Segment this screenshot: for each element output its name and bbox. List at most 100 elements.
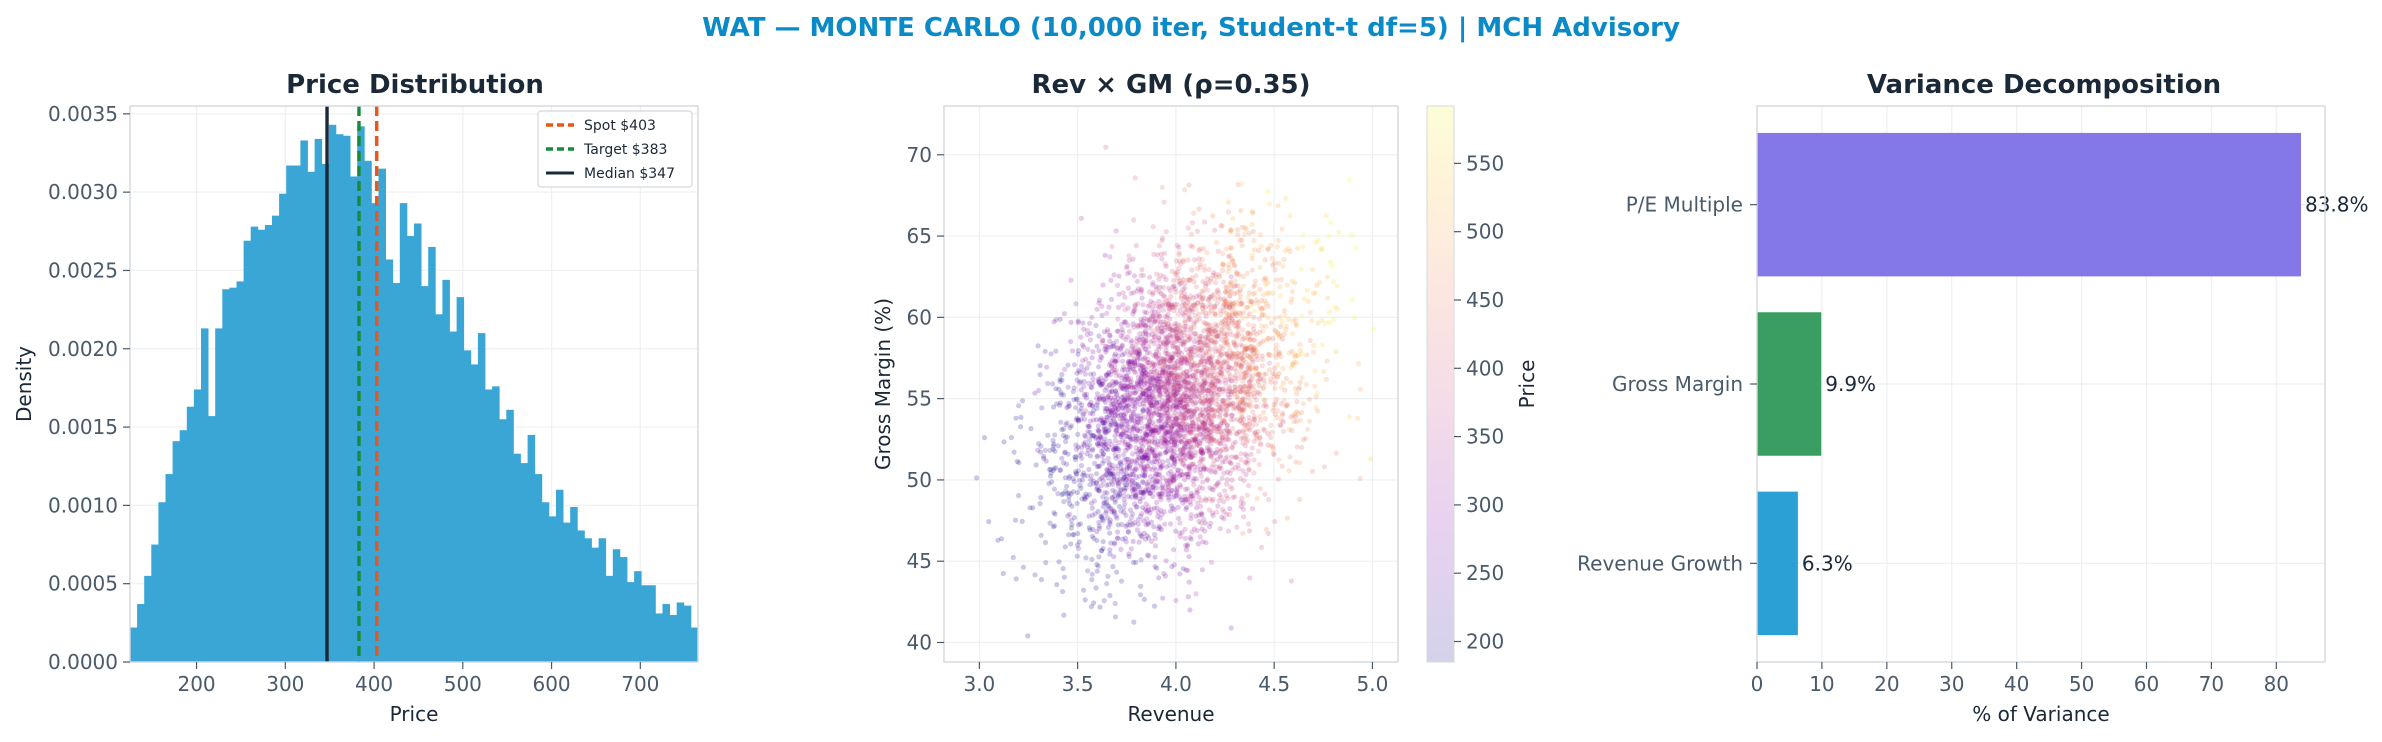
scatter-point	[1150, 450, 1156, 456]
scatter-point	[1256, 448, 1262, 454]
scatter-point	[1126, 253, 1132, 259]
scatter-point	[1186, 297, 1192, 303]
scatter-point	[1100, 446, 1106, 452]
scatter-point	[1200, 296, 1206, 302]
scatter-point	[1197, 339, 1203, 345]
scatter-point	[1222, 302, 1228, 308]
scatter-point	[1224, 477, 1230, 483]
scatter-point	[1121, 474, 1127, 480]
scatter-point	[1172, 366, 1178, 373]
scatter-point	[1215, 359, 1221, 365]
scatter-point	[1041, 453, 1047, 459]
scatter-point	[1242, 390, 1248, 396]
scatter-point	[1188, 330, 1195, 336]
scatter-point	[1084, 365, 1090, 371]
scatter-point	[1266, 291, 1272, 297]
scatter-point	[1113, 513, 1119, 519]
scatter-point	[1357, 475, 1363, 482]
scatter-point	[1109, 481, 1116, 487]
scatter-point	[1162, 261, 1168, 267]
scatter-point	[1165, 339, 1171, 345]
scatter-point	[1301, 436, 1307, 443]
scatter-point	[1274, 415, 1280, 421]
scatter-point	[1277, 293, 1283, 299]
scatter-point	[1262, 281, 1269, 288]
scatter-point	[1134, 457, 1140, 463]
scatter-point	[1166, 497, 1172, 503]
scatter-point	[1246, 345, 1253, 351]
scatter-point	[1170, 364, 1176, 371]
scatter-point	[1288, 414, 1294, 420]
scatter-point	[1176, 494, 1182, 500]
scatter-point	[1122, 476, 1128, 483]
scatter-point	[1112, 452, 1118, 458]
scatter-point	[1168, 430, 1175, 437]
histogram-bar	[208, 416, 216, 662]
scatter-point	[1165, 458, 1171, 464]
scatter-point	[1166, 378, 1172, 385]
scatter-point	[1124, 427, 1130, 433]
price-colorbar	[1427, 106, 1454, 662]
scatter-point	[1234, 271, 1240, 277]
histogram-bar	[406, 235, 415, 662]
scatter-point	[1182, 379, 1188, 385]
scatter-point	[1191, 393, 1197, 399]
scatter-point	[1155, 428, 1161, 434]
scatter-point	[1209, 383, 1215, 389]
scatter-point	[1076, 367, 1082, 374]
scatter-point	[1138, 317, 1144, 323]
scatter-point	[1202, 393, 1208, 399]
scatter-point	[1208, 400, 1214, 406]
scatter-point	[1188, 326, 1194, 332]
scatter-point	[1204, 357, 1210, 363]
scatter-point	[1115, 431, 1121, 437]
scatter-point	[1182, 340, 1188, 346]
variance-category-label: P/E Multiple	[1626, 193, 1743, 217]
scatter-point	[1143, 388, 1149, 394]
scatter-point	[1162, 521, 1168, 527]
scatter-point	[1168, 503, 1174, 509]
scatter-point	[1176, 354, 1183, 360]
histogram-bar	[563, 522, 571, 662]
scatter-point	[1203, 283, 1209, 289]
scatter-point	[1088, 500, 1095, 506]
scatter-point	[1124, 445, 1130, 451]
scatter-point	[1230, 494, 1236, 501]
scatter-point	[1172, 410, 1178, 416]
scatter-point	[1162, 350, 1169, 356]
scatter-point	[1164, 414, 1170, 420]
scatter-point	[1050, 524, 1056, 530]
scatter-point	[1086, 492, 1092, 498]
scatter-point	[1178, 295, 1184, 301]
scatter-point	[1262, 398, 1268, 404]
scatter-point	[1187, 427, 1193, 433]
scatter-point	[1247, 421, 1253, 427]
scatter-point	[1179, 421, 1185, 427]
scatter-point	[1367, 456, 1374, 462]
price-distribution-legend: Spot $403 Target $383 Median $347	[537, 110, 693, 188]
scatter-point	[1214, 288, 1220, 294]
scatter-point	[1247, 377, 1253, 384]
scatter-point	[1157, 359, 1163, 365]
scatter-point	[1147, 418, 1153, 424]
scatter-point	[1107, 254, 1113, 260]
scatter-point	[1164, 407, 1170, 413]
scatter-point	[1216, 438, 1222, 444]
scatter-point	[1235, 319, 1241, 325]
scatter-point	[1226, 312, 1232, 318]
scatter-point	[1137, 461, 1144, 467]
scatter-point	[1288, 578, 1294, 584]
scatter-point	[1186, 277, 1192, 283]
scatter-point	[1156, 276, 1162, 282]
scatter-point	[1235, 353, 1241, 359]
scatter-point	[1132, 306, 1138, 312]
scatter-point	[1263, 323, 1269, 329]
scatter-point	[1180, 410, 1186, 417]
scatter-point	[1189, 493, 1195, 499]
scatter-point	[1103, 496, 1110, 502]
scatter-point	[1307, 309, 1314, 315]
scatter-point	[1066, 400, 1072, 406]
scatter-point	[1115, 483, 1122, 489]
scatter-point	[1156, 308, 1162, 314]
price-y-tick-label: 0.0025	[48, 258, 118, 282]
